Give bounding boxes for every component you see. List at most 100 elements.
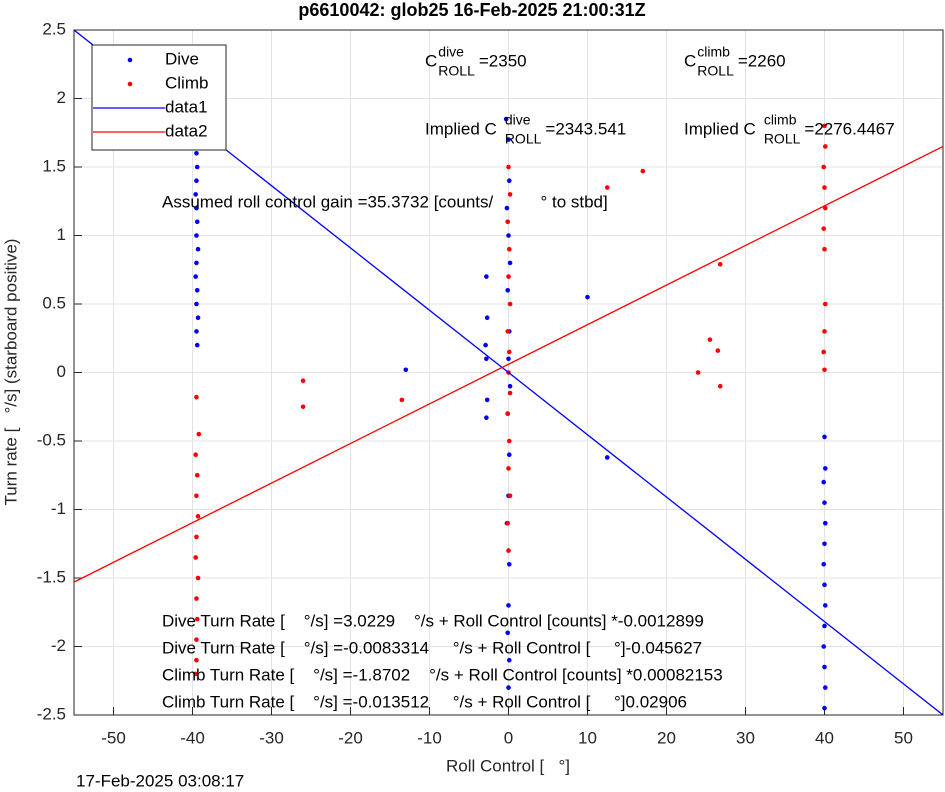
point [194,657,199,663]
point [194,534,199,540]
y-tick-label: 1.5 [42,156,66,175]
point [503,116,509,122]
y-tick-label: -0.5 [37,430,66,449]
x-tick-label: -30 [259,728,284,747]
point [300,378,306,384]
x-tick-label: 20 [657,728,676,747]
point [821,164,827,170]
point [505,288,511,293]
point [822,144,828,149]
point [822,705,827,711]
x-tick-label: 10 [578,728,597,747]
point [194,616,200,622]
x-axis-label: Roll Control [ °] [446,756,570,775]
point [505,219,511,225]
point [506,603,511,608]
chart-title: p6610042: glob25 16-Feb-2025 21:00:31Z [298,0,645,20]
point [484,315,490,321]
point [505,411,511,416]
y-tick-label: -1.5 [37,567,66,586]
point [506,233,511,238]
x-tick-label: 30 [736,728,755,747]
legend: Dive Climb data1 data2 [91,44,227,151]
point [484,356,489,362]
point [505,630,511,636]
legend-label: Climb [165,73,208,92]
point [195,246,201,252]
point [194,164,200,170]
y-tick-label: 0 [57,362,66,381]
point [194,301,199,307]
annotation: Assumed roll control gain =35.3732 [coun… [162,192,608,211]
y-tick-label: -2 [51,636,66,655]
point [506,657,512,663]
point [822,123,827,129]
plot-frame [73,29,944,716]
point [193,452,198,458]
annotation-sup: climb [697,44,730,60]
x-tick-label: -20 [338,728,363,747]
x-tick-label: 40 [815,728,834,747]
point [822,185,827,190]
annotation-sub: ROLL [505,131,542,147]
point [194,472,200,478]
point [194,288,200,293]
point [194,151,199,156]
point [505,520,511,526]
annotation-sub: ROLL [697,63,734,79]
annotation-sup: climb [764,112,797,128]
point [604,455,610,460]
point [506,164,511,170]
annotation: Implied C [684,119,756,138]
point [822,664,827,670]
point [194,178,199,183]
point [193,671,198,677]
annotation: Dive Turn Rate [ °/s] =3.0229 °/s + Roll… [162,611,704,630]
point [194,637,199,642]
x-tick-label: -40 [180,728,205,747]
point [193,274,198,279]
point [194,233,199,238]
annotation: Climb Turn Rate [ °/s] =-0.013512 °/s + … [162,692,687,711]
point [505,329,511,334]
point [194,394,199,400]
y-tick-label: -2.5 [37,704,66,723]
footer: 17-Feb-2025 03:08:17 [76,771,244,790]
annotation-sub: ROLL [764,131,801,147]
point [484,397,490,403]
x-tick-label: 50 [894,728,913,747]
annotation-sup: dive [438,44,464,60]
point [822,623,827,629]
annotation: Dive Turn Rate [ °/s] =-0.0083314 °/s + … [162,638,702,657]
point [717,261,723,267]
point [484,274,489,279]
x-tick-label: -10 [417,728,442,747]
annotation: C [425,51,437,70]
point [506,137,511,142]
legend-label: Dive [165,49,199,68]
point [822,582,827,588]
point [506,562,512,567]
point [822,246,827,252]
point [403,367,409,373]
x-tick-label: -50 [101,728,126,747]
point [506,438,512,444]
y-tick-label: 2.5 [42,19,66,38]
point [484,415,489,421]
point [194,219,200,225]
point [193,192,198,197]
point [821,349,827,355]
y-tick-label: 2 [57,88,66,107]
point [195,514,201,519]
annotation: Implied C [425,119,497,138]
legend-marker [127,81,133,87]
point [822,205,828,211]
point [822,329,827,334]
point [715,348,721,353]
legend-label: data2 [165,121,208,140]
point [506,548,511,553]
point [194,596,199,601]
point [194,493,199,499]
point [640,168,646,174]
